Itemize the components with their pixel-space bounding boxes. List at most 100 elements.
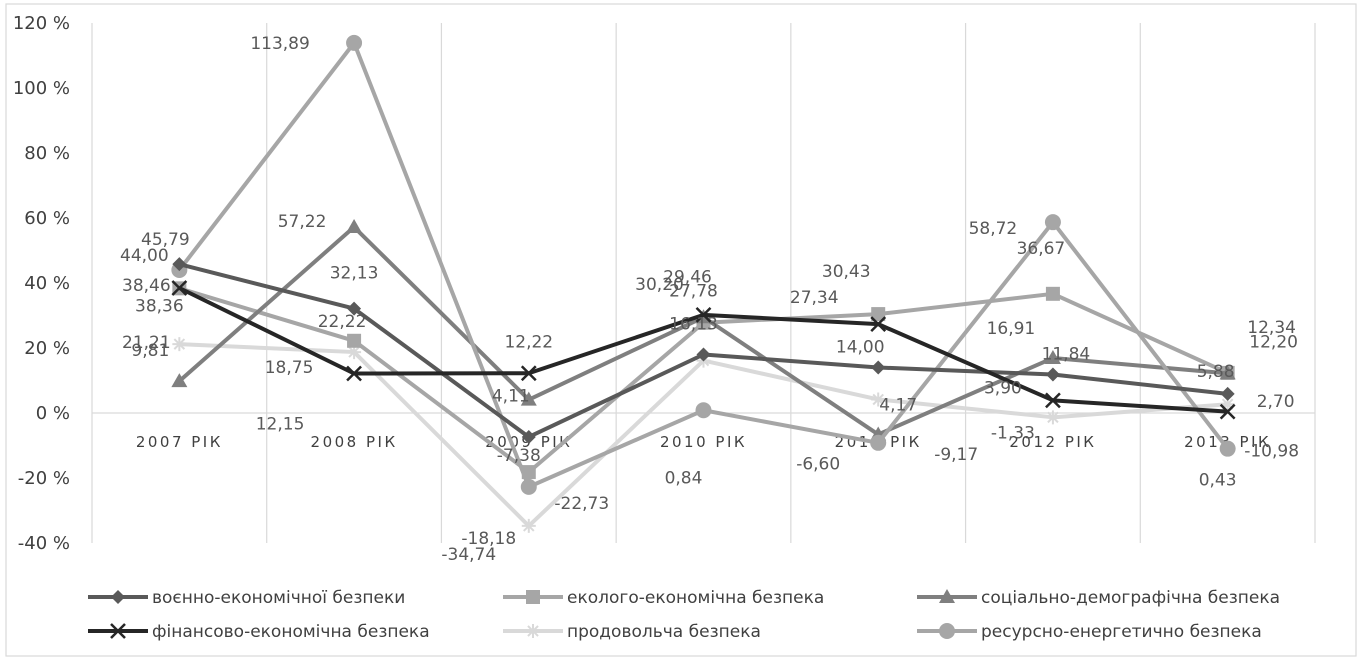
data-label: -7,38 (497, 446, 541, 466)
data-point (1044, 214, 1061, 231)
data-label: 29,46 (663, 267, 712, 287)
data-point (521, 429, 536, 444)
data-point (695, 306, 712, 323)
data-label: 5,88 (1197, 362, 1235, 382)
data-point (347, 333, 362, 348)
data-label: 44,00 (120, 246, 169, 266)
legend-label: воєнно-економічної безпеки (152, 588, 405, 608)
y-tick-label: 40 % (24, 273, 70, 294)
y-tick-label: -40 % (18, 533, 70, 554)
data-point (939, 623, 955, 639)
data-point (870, 316, 887, 333)
data-label: 12,20 (1249, 332, 1298, 352)
data-label: 0,43 (1199, 471, 1237, 491)
y-axis: -40 % -20 % 0 % 20 % 40 % 60 % 80 % 100 % 120 % (13, 13, 70, 554)
data-point (871, 307, 886, 322)
data-label: 4,17 (879, 395, 917, 415)
data-label: 12,15 (256, 415, 305, 435)
data-label: 38,46 (122, 276, 171, 296)
y-tick-label: 60 % (24, 208, 70, 229)
data-label: 16,91 (987, 319, 1036, 339)
y-tick-label: 120 % (13, 13, 70, 34)
chart-border (5, 3, 1357, 657)
data-label: 2,70 (1257, 392, 1295, 412)
data-label: 11,84 (1042, 345, 1091, 365)
x-tick-label: 2007 РІК (136, 433, 223, 451)
legend-item: ресурсно-енергетично безпека (917, 622, 1262, 642)
data-point (695, 402, 712, 419)
legend-item: продовольча безпека (503, 622, 761, 642)
y-tick-label: 100 % (13, 78, 70, 99)
data-point (871, 392, 886, 407)
data-label: 18,75 (265, 358, 314, 378)
data-point (346, 365, 362, 382)
legend-label: продовольча безпека (567, 622, 761, 642)
legend-item: соціально-демографічна безпека (917, 588, 1280, 608)
data-point (172, 257, 187, 272)
data-label: 113,89 (250, 34, 309, 54)
x-axis: 2007 РІК 2008 РІК 2009 РІК 2010 РІК 2011 РІК… (136, 433, 1269, 451)
data-point (1219, 440, 1236, 457)
data-label: 12,34 (1247, 318, 1296, 338)
data-label: 27,78 (669, 282, 718, 302)
data-point (521, 518, 536, 533)
data-point (520, 478, 537, 495)
data-point (1220, 397, 1235, 412)
data-point (1044, 350, 1061, 365)
x-tick-label: 2008 РІК (311, 433, 398, 451)
data-label: 45,79 (141, 230, 190, 250)
y-tick-label: 80 % (24, 143, 70, 164)
data-point (1220, 386, 1235, 401)
data-point (871, 360, 886, 375)
data-point (520, 365, 537, 382)
data-point (346, 219, 363, 234)
data-label: 9,81 (131, 341, 169, 361)
data-label: 22,22 (318, 312, 367, 332)
data-point (526, 624, 540, 638)
data-label: 3,90 (984, 378, 1022, 398)
y-tick-label: 0 % (36, 403, 70, 424)
data-label: -10,98 (1244, 442, 1299, 462)
data-point (1219, 365, 1236, 380)
data-point (111, 590, 125, 604)
data-label: 30,43 (822, 262, 871, 282)
data-label: -22,73 (554, 494, 609, 514)
data-point (172, 337, 187, 352)
data-point (1045, 392, 1061, 409)
legend-label: фінансово-економічна безпека (152, 622, 430, 642)
data-point (1045, 367, 1060, 382)
data-point (171, 373, 188, 388)
legend-item: фінансово-економічна безпека (88, 622, 430, 642)
data-label: 12,22 (504, 332, 553, 352)
series-layer (171, 34, 1236, 533)
data-label: -18,18 (461, 529, 516, 549)
data-point (1219, 403, 1236, 420)
data-label: 57,22 (278, 212, 327, 232)
data-label: -34,74 (441, 545, 496, 565)
data-label: 4,11 (492, 387, 530, 407)
data-label: 58,72 (969, 219, 1018, 239)
data-label: 32,13 (330, 264, 379, 284)
data-point (346, 34, 363, 51)
y-tick-label: -20 % (18, 468, 70, 489)
data-labels: 45,79 32,13 -7,38 16,13 14,00 11,84 5,88 38,36 2… (120, 34, 1299, 565)
legend-label: ресурсно-енергетично безпека (981, 622, 1262, 642)
data-label: -9,17 (934, 445, 978, 465)
legend-label: еколого-економічна безпека (567, 588, 824, 608)
data-label: 30,20 (635, 275, 684, 295)
data-label: -6,60 (796, 454, 840, 474)
data-label: 0,84 (665, 468, 703, 488)
data-point (939, 589, 955, 603)
data-point (171, 280, 188, 296)
data-label: 38,36 (135, 296, 184, 316)
data-label: 21,21 (122, 333, 171, 353)
legend-item: еколого-економічна безпека (503, 588, 824, 608)
data-label: 27,34 (790, 288, 839, 308)
x-tick-label: 2012 РІК (1009, 433, 1096, 451)
data-point (1045, 286, 1060, 301)
data-point (870, 434, 887, 451)
data-point (520, 391, 537, 406)
data-point (347, 345, 362, 360)
